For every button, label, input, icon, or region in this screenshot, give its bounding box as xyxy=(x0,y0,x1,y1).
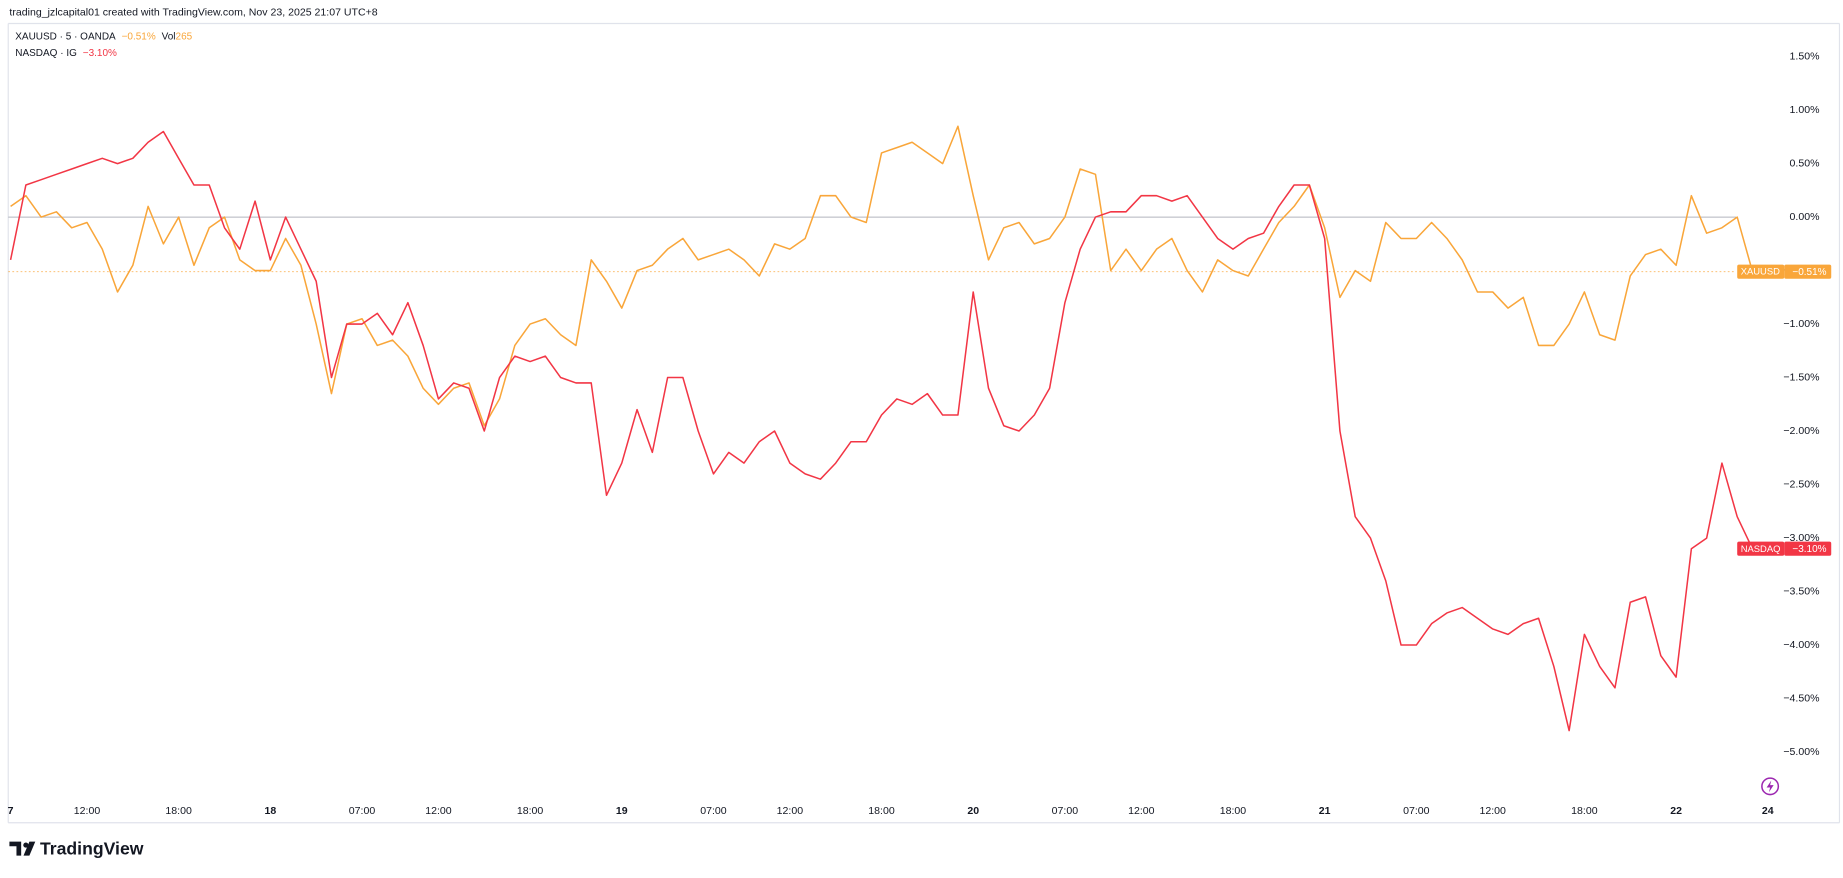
y-tick-label: 1.00% xyxy=(1790,104,1821,116)
badge-value-bg xyxy=(1784,541,1832,556)
legend-volume: 265 xyxy=(176,31,193,42)
y-tick-label: −4.50% xyxy=(1783,692,1820,704)
x-tick-label: 12:00 xyxy=(74,805,101,817)
x-tick-label: 12:00 xyxy=(425,805,452,817)
logo-text: TradingView xyxy=(40,838,144,858)
y-tick-label: −3.50% xyxy=(1783,585,1820,597)
x-tick-label: 20 xyxy=(967,805,979,817)
logo-dot xyxy=(23,842,29,848)
x-tick-label: 18 xyxy=(264,805,276,817)
replay-icon[interactable] xyxy=(1761,777,1780,796)
y-tick-label: 1.50% xyxy=(1790,50,1821,62)
x-tick-label: 18:00 xyxy=(1220,805,1247,817)
x-tick-label: 22 xyxy=(1670,805,1682,817)
y-tick-label: −4.00% xyxy=(1783,639,1820,651)
logo[interactable]: TradingView xyxy=(9,838,144,858)
x-tick-label: 07:00 xyxy=(700,805,727,817)
x-tick-label: 12:00 xyxy=(1128,805,1155,817)
y-tick-label: −2.00% xyxy=(1783,425,1820,437)
legend-name: NASDAQ · IG xyxy=(15,48,77,59)
legend-entry: NASDAQ · IG −3.10% xyxy=(15,48,117,59)
price-badge: NASDAQ −3.10% xyxy=(1737,541,1832,556)
badge-value: −3.10% xyxy=(1792,544,1826,555)
x-tick-label: 18:00 xyxy=(1571,805,1598,817)
icon-ring xyxy=(1761,777,1780,796)
legend-name: XAUUSD · 5 · OANDA xyxy=(15,31,116,42)
x-tick-label: 12:00 xyxy=(777,805,804,817)
x-tick-label: 24 xyxy=(1762,805,1774,817)
legend-change: −0.51% xyxy=(122,31,156,42)
y-tick-label: −1.00% xyxy=(1783,318,1820,330)
series-line xyxy=(10,125,1754,427)
series-line xyxy=(9,130,1754,732)
x-tick-label: 12:00 xyxy=(1480,805,1507,817)
x-tick-label: 18:00 xyxy=(517,805,544,817)
x-tick-label: 18:00 xyxy=(165,805,192,817)
x-tick-label: 07:00 xyxy=(349,805,376,817)
legend-entry: XAUUSD · 5 · OANDA −0.51% Vol265 xyxy=(15,31,192,42)
x-tick-label: 07:00 xyxy=(1403,805,1430,817)
badge-name: XAUUSD xyxy=(1741,266,1780,277)
y-tick-label: −3.00% xyxy=(1783,532,1820,544)
logo-mark xyxy=(9,841,36,856)
y-tick-label: 0.50% xyxy=(1790,157,1821,169)
y-tick-label: 0.00% xyxy=(1790,211,1821,223)
x-tick-label: 19 xyxy=(616,805,628,817)
x-tick-label: 21 xyxy=(1319,805,1331,817)
x-tick-label: 07:00 xyxy=(1052,805,1079,817)
legend-change: −3.10% xyxy=(83,48,117,59)
header: trading_jzlcapital01 created with Tradin… xyxy=(9,7,377,19)
badge-name: NASDAQ xyxy=(1741,543,1781,554)
x-tick-label: 7 xyxy=(8,805,14,817)
badge-value: −0.51% xyxy=(1792,267,1826,278)
y-tick-label: −5.00% xyxy=(1783,746,1820,758)
y-tick-label: −1.50% xyxy=(1783,371,1820,383)
price-badge: XAUUSD −0.51% xyxy=(1737,264,1832,279)
icon-bolt xyxy=(1766,780,1774,793)
y-tick-label: −2.50% xyxy=(1783,478,1820,490)
badge-value-bg xyxy=(1784,264,1832,279)
badge-name-bg xyxy=(1737,264,1785,279)
legend-volume-label: Vol xyxy=(162,31,176,42)
badge-name-bg xyxy=(1737,541,1785,556)
x-tick-label: 18:00 xyxy=(868,805,895,817)
